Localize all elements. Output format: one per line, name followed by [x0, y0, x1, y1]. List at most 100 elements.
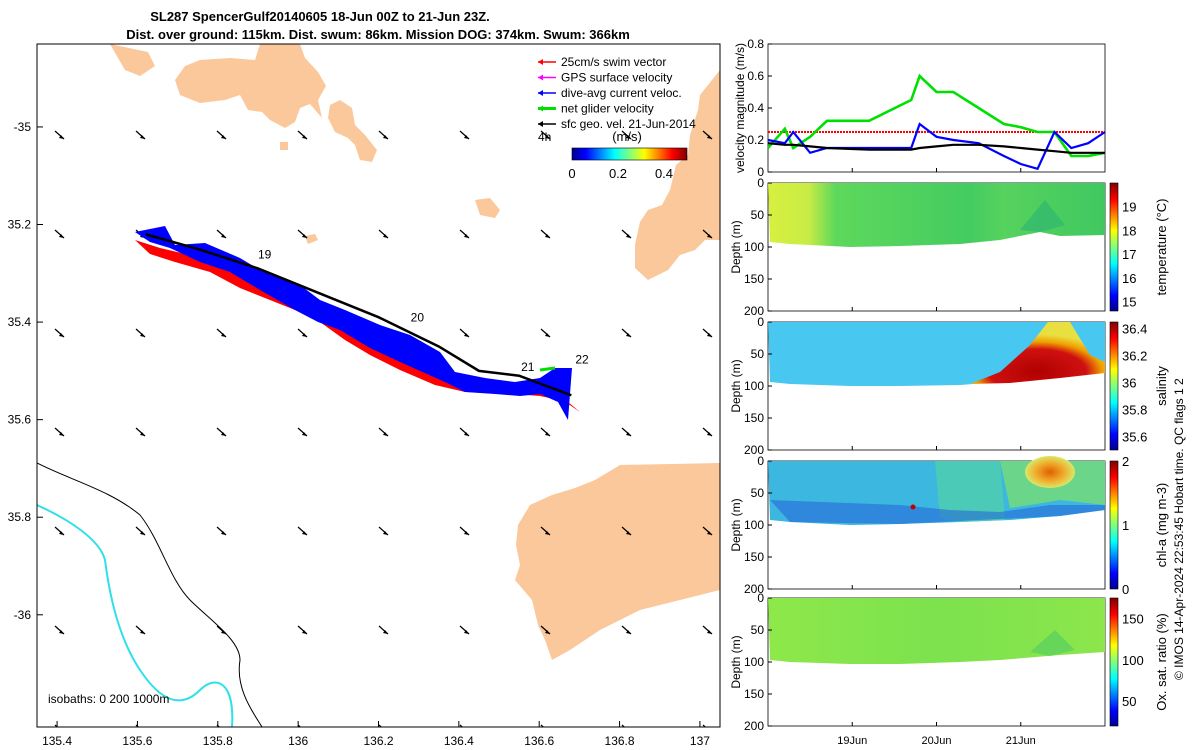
geo-vector — [702, 724, 707, 727]
geo-vector-head — [707, 234, 712, 238]
swim-vector-band — [135, 240, 580, 412]
section-colorbar — [1109, 182, 1119, 312]
oxygen-field — [768, 598, 1105, 664]
depth-axis-label: Depth (m) — [729, 498, 743, 551]
chla-deep-low — [770, 500, 1105, 524]
geo-vector-head — [626, 531, 631, 535]
depth-tick-label: 0 — [757, 315, 764, 329]
lat-tick-label: 35.4 — [8, 315, 32, 329]
depth-axis-label: Depth (m) — [729, 635, 743, 688]
depth-tick-label: 100 — [744, 518, 764, 532]
legend-label: sfc geo. vel. 21-Jun-2014 — [561, 117, 696, 131]
interval-label: 4h — [538, 130, 551, 144]
geo-vector-head — [464, 432, 469, 436]
temperature-field — [768, 183, 1105, 247]
geo-vector-head — [59, 135, 64, 139]
geostrophic-vectors — [54, 130, 713, 733]
lon-tick-label: 136.4 — [444, 734, 474, 748]
geo-vector-head — [626, 234, 631, 238]
geo-vector-head — [464, 333, 469, 337]
geo-vector-head — [59, 531, 64, 535]
section-colorbar-tick: 16 — [1122, 271, 1136, 286]
day-label: 22 — [575, 353, 589, 367]
temperature-anomaly — [1020, 200, 1065, 232]
geo-vector — [621, 724, 626, 727]
velocity-ylabel: velocity magnitude (m/s) — [733, 43, 747, 173]
geo-vector-head — [302, 729, 307, 733]
lat-tick-label: -36 — [14, 608, 32, 622]
velocity-tick-label: 0.4 — [747, 101, 764, 115]
section-colorbar-tick: 36 — [1122, 376, 1136, 391]
colorbar-tick-label: 0 — [568, 166, 575, 181]
geo-vector-head — [545, 432, 550, 436]
geo-vector-head — [140, 630, 145, 634]
section-colorbar-tick: 15 — [1122, 295, 1136, 310]
depth-tick-label: 150 — [744, 411, 764, 425]
legend-arrowhead — [538, 90, 543, 96]
geo-vector-head — [221, 333, 226, 337]
geo-vector-head — [545, 630, 550, 634]
speed-colorbar-ticks: 0 0.2 0.4 — [568, 166, 673, 181]
land-islet-2 — [305, 234, 318, 244]
geo-vector-head — [59, 630, 64, 634]
velocity-series-geo — [767, 142, 1105, 154]
velocity-tick-label: 0.8 — [747, 37, 764, 51]
section-colorbar-tick: 50 — [1122, 694, 1136, 709]
geo-vector-head — [302, 630, 307, 634]
geo-vector-head — [383, 234, 388, 238]
section-colorbar — [1109, 321, 1119, 451]
geo-vector-head — [59, 234, 64, 238]
map-legend: 25cm/s swim vector GPS surface velocitydi… — [538, 55, 696, 181]
velocity-panel: 0 0.2 0.4 0.6 0.8 velocity magnitude (m/s) — [733, 37, 1106, 179]
land-mass-southeast — [515, 463, 720, 660]
geo-vector-head — [221, 234, 226, 238]
day-label: 19 — [258, 248, 272, 262]
legend-label: GPS surface velocity — [561, 71, 672, 85]
section-colorbar-label: Ox. sat. ratio (%) — [1154, 613, 1169, 711]
speed-colorbar — [571, 147, 688, 161]
land-islet-4 — [296, 62, 302, 78]
land-masses — [110, 44, 720, 660]
geo-vector — [297, 724, 302, 727]
section-colorbar-tick: 1 — [1122, 518, 1129, 533]
salinity-high-core — [970, 322, 1105, 384]
section-colorbar-tick: 2 — [1122, 454, 1129, 469]
geo-vector-head — [140, 432, 145, 436]
geo-vector-head — [545, 333, 550, 337]
geo-vector-head — [383, 432, 388, 436]
land-islet-1 — [475, 198, 500, 218]
section-colorbar-label: temperature (°C) — [1154, 199, 1169, 296]
geo-vector-head — [545, 729, 550, 733]
geo-vector-head — [140, 729, 145, 733]
section-colorbar — [1109, 460, 1119, 590]
day-label: 21 — [521, 360, 535, 374]
section-colorbar-tick: 0 — [1122, 582, 1129, 597]
depth-tick-label: 50 — [751, 486, 765, 500]
time-axis: 19Jun 20Jun 21Jun — [837, 168, 1036, 747]
section-colorbar — [1109, 597, 1119, 727]
lon-tick-label: 136.6 — [524, 734, 554, 748]
section-colorbar-label: chl-a (mg m-3) — [1154, 483, 1169, 568]
geo-vector-head — [626, 333, 631, 337]
legend-label: dive-avg current veloc. — [561, 86, 682, 100]
lon-tick-label: 135.8 — [203, 734, 233, 748]
glider-track — [135, 226, 580, 420]
land-mass-north — [110, 44, 326, 128]
day-labels: 19 20 21 22 — [258, 248, 589, 374]
geo-vector — [378, 724, 383, 727]
legend-arrowhead — [538, 121, 543, 127]
legend-arrowhead — [538, 105, 543, 112]
chla-bloom — [1025, 456, 1075, 488]
geo-vector-head — [383, 729, 388, 733]
copyright-footer: © IMOS 14-Apr-2024 22:53:45 Hobart time.… — [1172, 378, 1186, 680]
geo-vector — [540, 724, 545, 727]
depth-tick-label: 50 — [751, 208, 765, 222]
geo-vector — [216, 724, 221, 727]
oxygen-anomaly — [1030, 630, 1075, 656]
geo-vector-head — [545, 135, 550, 139]
geo-vector-head — [707, 531, 712, 535]
velocity-tick-label: 0.6 — [747, 69, 764, 83]
lat-tick-label: 35.2 — [8, 218, 32, 232]
section-colorbar-tick: 36.4 — [1122, 322, 1147, 337]
lon-tick-label: 135.6 — [122, 734, 152, 748]
